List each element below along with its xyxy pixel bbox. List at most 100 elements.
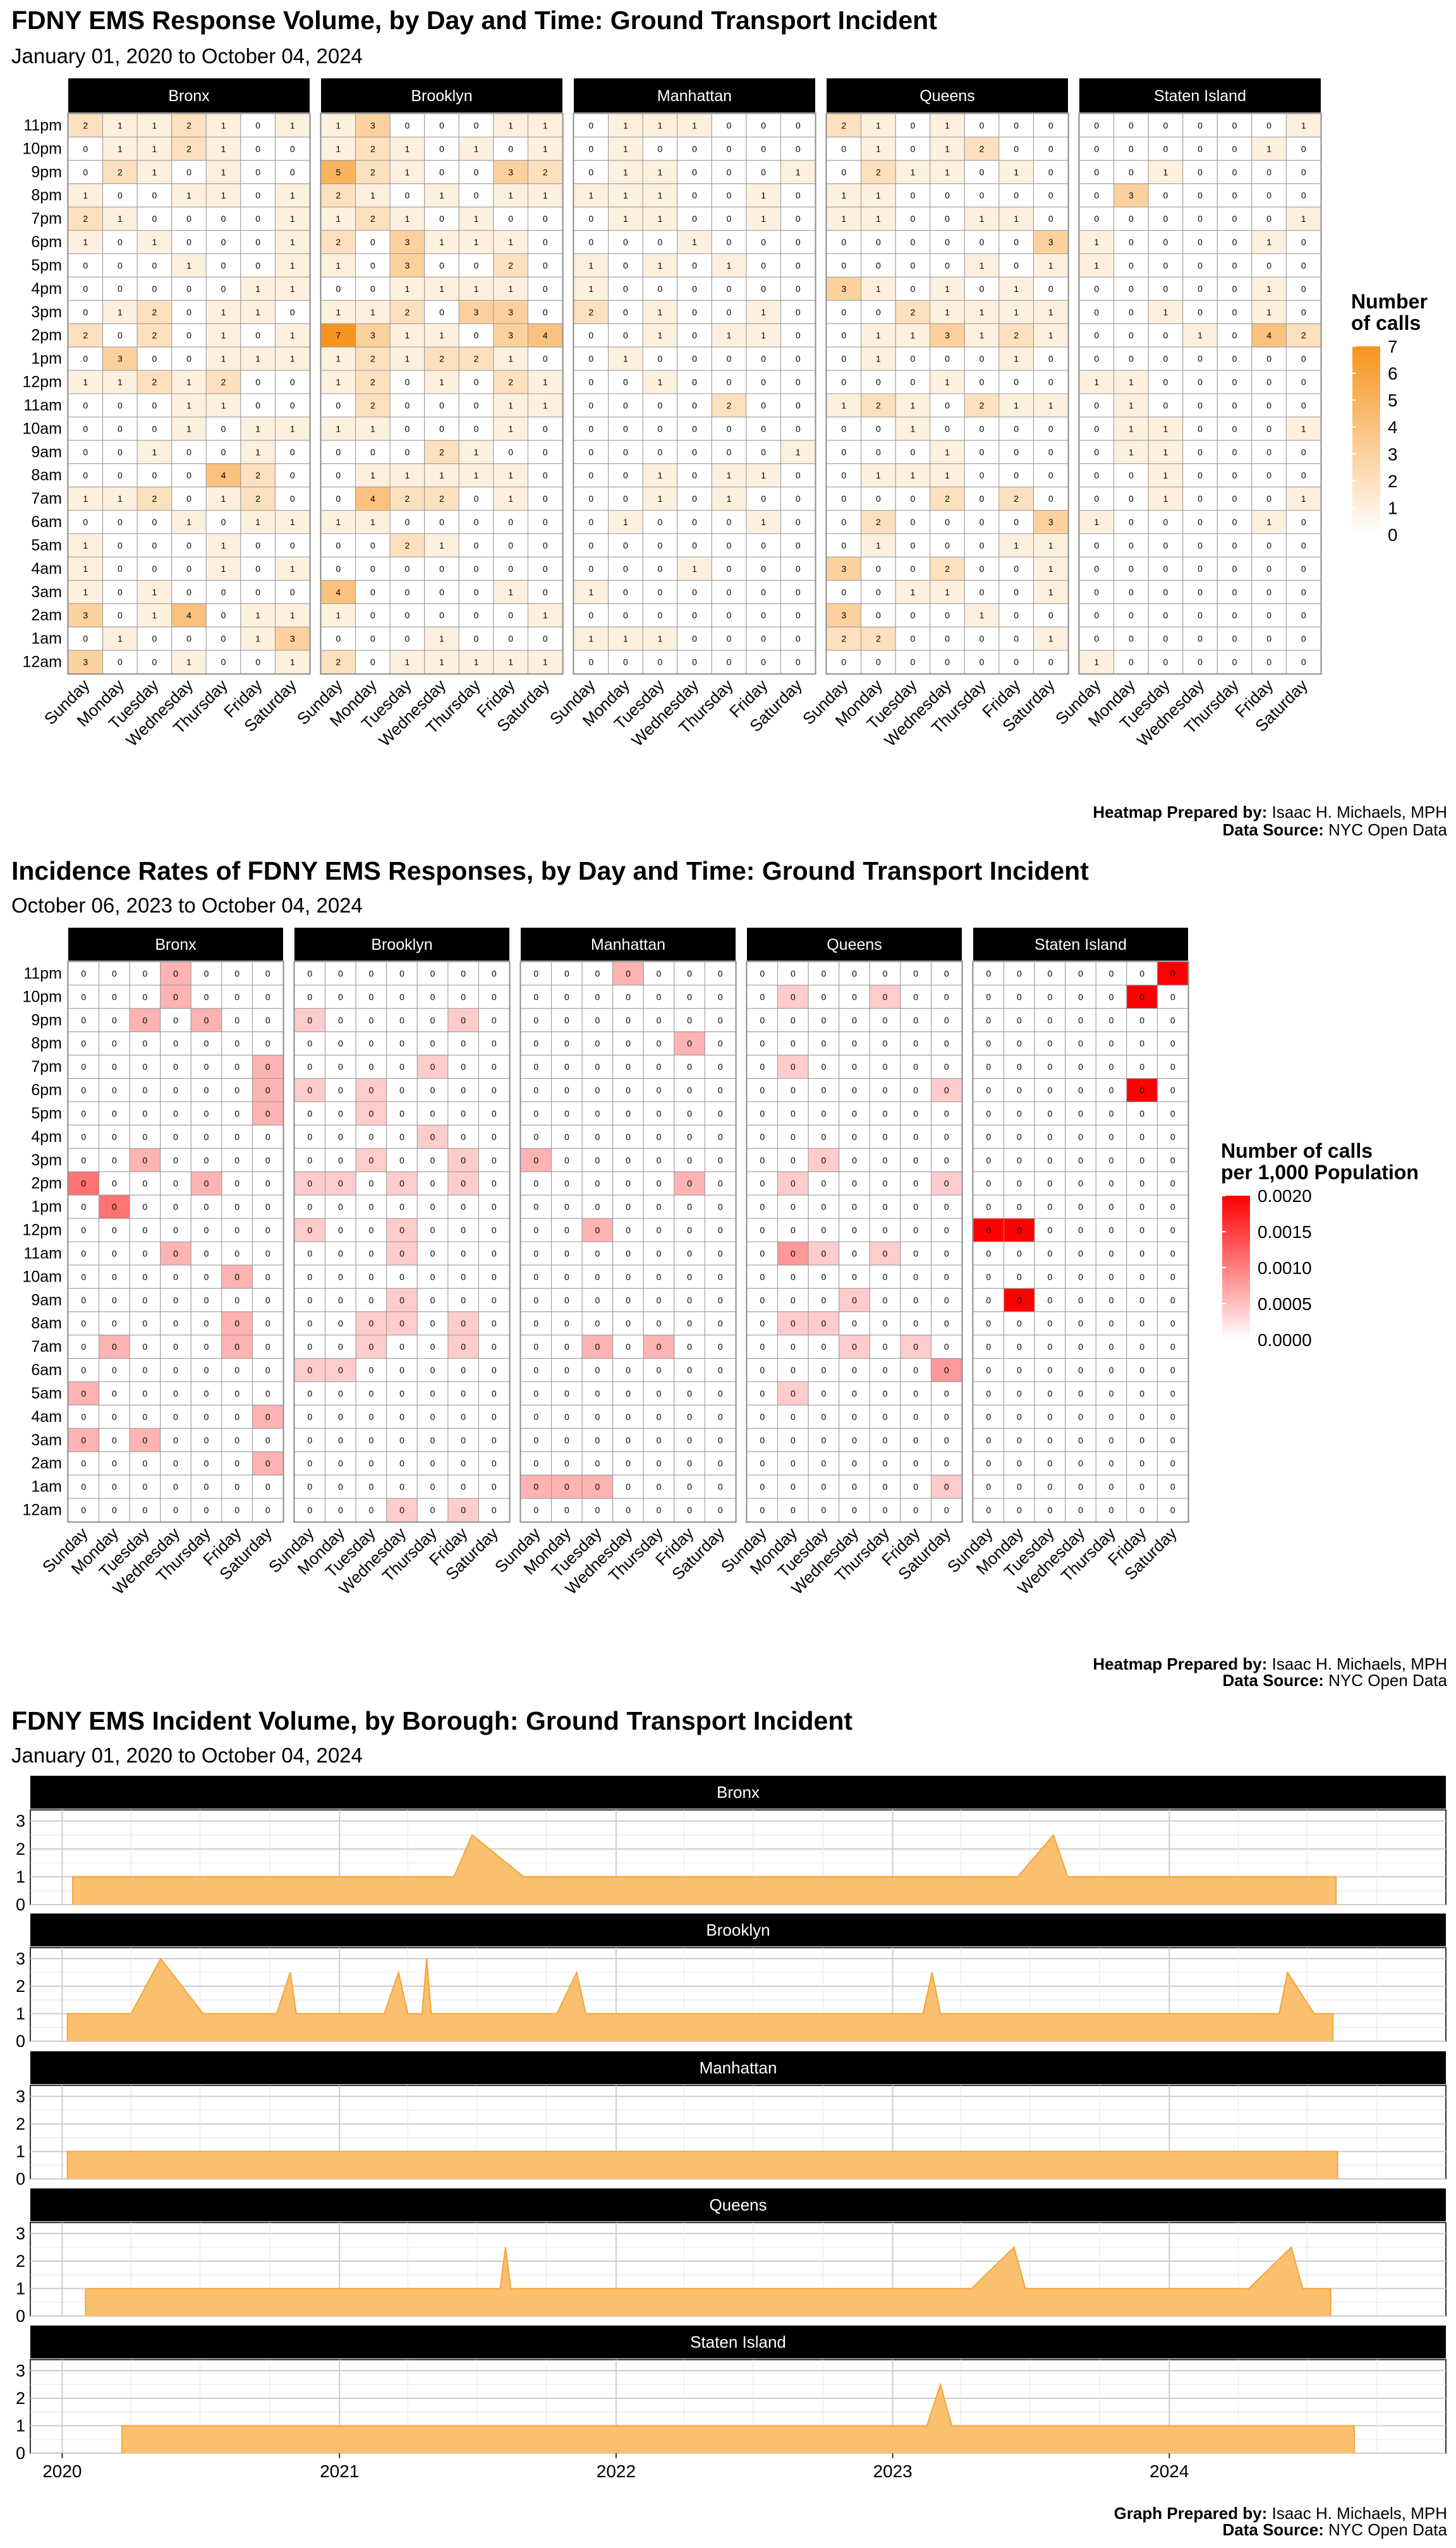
heatmap-cell bbox=[102, 276, 138, 301]
cell-value-label: 0 bbox=[430, 1435, 435, 1445]
cell-value-label: 0 bbox=[883, 1365, 888, 1375]
heatmap-cell bbox=[274, 579, 310, 604]
cell-value-label: 0 bbox=[760, 1038, 765, 1048]
cell-value-label: 0 bbox=[1163, 284, 1168, 294]
cell-value-label: 0 bbox=[1014, 587, 1019, 597]
cell-value-label: 0 bbox=[657, 1085, 662, 1095]
cell-value-label: 1 bbox=[336, 610, 341, 621]
cell-value-label: 0 bbox=[474, 190, 479, 200]
cell-value-label: 0 bbox=[265, 1085, 270, 1095]
cell-value-label: 0 bbox=[533, 1225, 538, 1235]
cell-value-label: 1 bbox=[508, 423, 513, 434]
cell-value-label: 0 bbox=[626, 1271, 631, 1282]
cell-value-label: 0 bbox=[623, 564, 628, 574]
cell-value-label: 1 bbox=[796, 167, 801, 177]
cell-value-label: 0 bbox=[761, 167, 766, 177]
cell-value-label: 0 bbox=[265, 1505, 270, 1515]
cell-value-label: 0 bbox=[1139, 1482, 1144, 1492]
cell-value-label: 0 bbox=[727, 307, 732, 317]
cell-value-label: 0 bbox=[1014, 610, 1019, 621]
cell-value-label: 0 bbox=[1109, 1248, 1114, 1258]
cell-value-label: 0 bbox=[791, 1038, 796, 1048]
heatmap-cell bbox=[136, 556, 173, 581]
cell-value-label: 1 bbox=[543, 143, 548, 154]
cell-value-label: 0 bbox=[370, 657, 375, 667]
y-tick-label: 3 bbox=[16, 2361, 25, 2380]
cell-value-label: 4 bbox=[543, 331, 548, 341]
cell-value-label: 0 bbox=[595, 1318, 600, 1328]
cell-value-label: 0 bbox=[81, 1155, 86, 1165]
y-tick-label: 0 bbox=[16, 2307, 25, 2326]
cell-value-label: 1 bbox=[658, 190, 663, 200]
cell-value-label: 0 bbox=[791, 992, 796, 1002]
cell-value-label: 0 bbox=[1232, 120, 1237, 130]
cell-value-label: 0 bbox=[657, 1038, 662, 1048]
cell-value-label: 0 bbox=[81, 1342, 86, 1352]
cell-value-label: 0 bbox=[687, 1459, 692, 1469]
heatmap-cell bbox=[274, 463, 310, 488]
cell-value-label: 0 bbox=[221, 517, 226, 527]
cell-value-label: 0 bbox=[1198, 307, 1203, 317]
cell-value-label: 1 bbox=[623, 143, 628, 154]
cell-value-label: 0 bbox=[841, 377, 846, 387]
cell-value-label: 0 bbox=[492, 1482, 497, 1492]
cell-value-label: 0 bbox=[83, 167, 88, 177]
cell-value-label: 0 bbox=[338, 1342, 343, 1352]
cell-value-label: 0 bbox=[1048, 1365, 1053, 1375]
cell-value-label: 0 bbox=[439, 587, 444, 597]
cell-value-label: 0 bbox=[430, 1062, 435, 1072]
cell-value-label: 1 bbox=[221, 354, 226, 364]
cell-value-label: 0 bbox=[945, 260, 950, 270]
cell-value-label: 0 bbox=[913, 1179, 918, 1189]
cell-value-label: 0 bbox=[143, 1295, 148, 1305]
heatmap-cell bbox=[68, 579, 104, 604]
cell-value-label: 1 bbox=[290, 214, 295, 224]
cell-value-label: 1 bbox=[255, 423, 260, 434]
cell-value-label: 0 bbox=[980, 377, 985, 387]
hour-label: 10pm bbox=[22, 140, 62, 157]
cell-value-label: 0 bbox=[791, 1388, 796, 1398]
cell-value-label: 0 bbox=[533, 1038, 538, 1048]
cell-value-label: 0 bbox=[405, 447, 410, 457]
heatmap-cell bbox=[355, 160, 391, 185]
cell-value-label: 0 bbox=[1014, 190, 1019, 200]
cell-value-label: 0 bbox=[883, 1038, 888, 1048]
cell-value-label: 0 bbox=[336, 284, 341, 294]
cell-value-label: 0 bbox=[1094, 634, 1099, 644]
cell-value-label: 2 bbox=[336, 190, 341, 200]
cell-value-label: 0 bbox=[1048, 1038, 1053, 1048]
cell-value-label: 0 bbox=[461, 1459, 466, 1469]
cell-value-label: 0 bbox=[687, 1318, 692, 1328]
cell-value-label: 0 bbox=[692, 307, 697, 317]
hour-label: 7pm bbox=[31, 1058, 62, 1076]
cell-value-label: 1 bbox=[911, 587, 916, 597]
cell-value-label: 0 bbox=[474, 400, 479, 410]
cell-value-label: 1 bbox=[588, 587, 593, 597]
heatmap-cell bbox=[320, 230, 356, 255]
cell-value-label: 1 bbox=[474, 143, 479, 154]
cell-value-label: 0 bbox=[543, 540, 548, 550]
hour-label: 2am bbox=[31, 1455, 62, 1472]
cell-value-label: 0 bbox=[913, 992, 918, 1002]
hour-label: 4pm bbox=[31, 280, 62, 298]
cell-value-label: 0 bbox=[1163, 657, 1168, 667]
cell-value-label: 0 bbox=[265, 968, 270, 978]
cell-value-label: 2 bbox=[474, 354, 479, 364]
heatmap-cell bbox=[171, 370, 207, 394]
cell-value-label: 1 bbox=[474, 657, 479, 667]
cell-value-label: 0 bbox=[852, 1038, 857, 1048]
heatmap-cell bbox=[102, 370, 138, 394]
cell-value-label: 0 bbox=[543, 634, 548, 644]
cell-value-label: 0 bbox=[883, 1271, 888, 1282]
cell-value-label: 0 bbox=[913, 1062, 918, 1072]
cell-value-label: 1 bbox=[290, 190, 295, 200]
cell-value-label: 0 bbox=[658, 284, 663, 294]
cell-value-label: 0 bbox=[265, 1271, 270, 1282]
heatmap-cell bbox=[240, 393, 276, 418]
hour-label: 6pm bbox=[31, 233, 62, 251]
cell-value-label: 0 bbox=[1266, 494, 1271, 504]
cell-value-label: 0 bbox=[118, 610, 123, 621]
cell-value-label: 0 bbox=[234, 1388, 240, 1398]
cell-value-label: 0 bbox=[1094, 540, 1099, 550]
cell-value-label: 0 bbox=[718, 1155, 723, 1165]
